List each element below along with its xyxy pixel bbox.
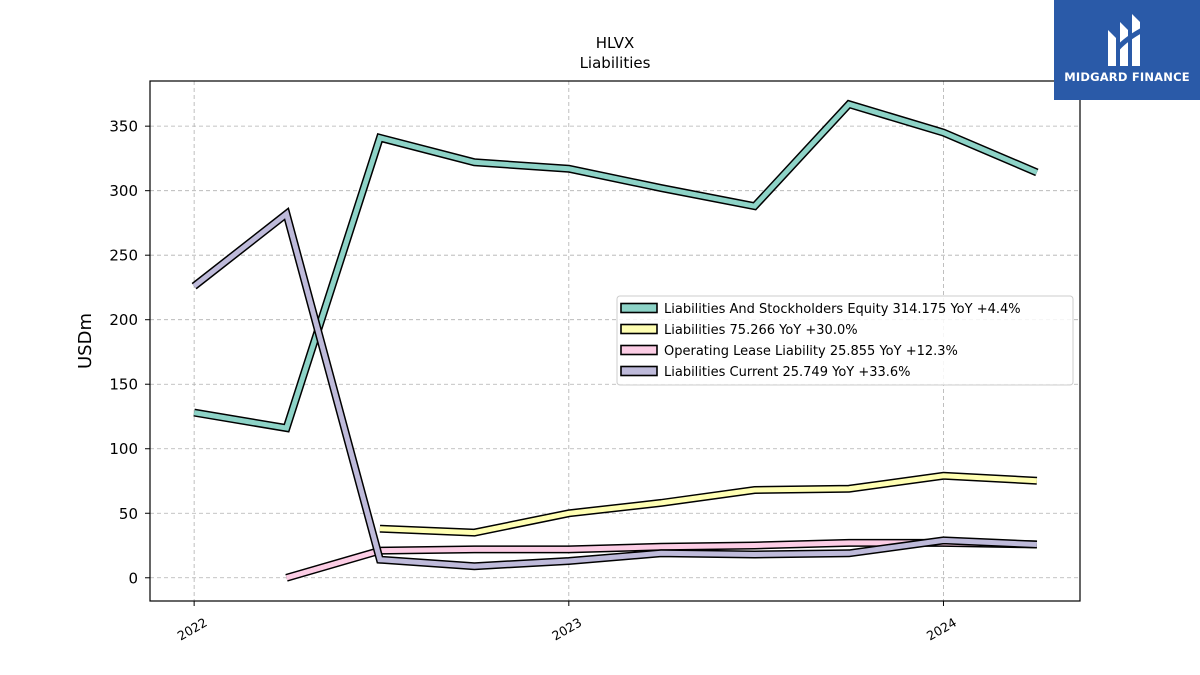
plot-frame <box>149 80 1081 602</box>
x-axis-ticks: 2022 2023 2024 <box>175 601 959 644</box>
series-line-3 <box>191 207 1038 571</box>
legend-swatch <box>620 302 658 314</box>
legend-box <box>616 295 1074 386</box>
y-tick-label: 0 <box>128 569 138 587</box>
y-tick-label: 300 <box>109 182 138 200</box>
logo-text: MIDGARD FINANCE <box>1064 70 1190 84</box>
chart-title: HLVX <box>596 34 635 52</box>
x-tick-label: 2022 <box>175 615 210 644</box>
y-tick-label: 200 <box>109 311 138 329</box>
y-tick-label: 350 <box>109 118 138 136</box>
y-tick-label: 100 <box>109 440 138 458</box>
series-line-1 <box>379 471 1038 537</box>
series-line-0 <box>193 99 1039 433</box>
legend-swatch <box>620 365 658 377</box>
chart-subtitle: Liabilities <box>580 54 651 72</box>
y-tick-label: 250 <box>109 247 138 265</box>
y-tick-label: 50 <box>119 505 138 523</box>
legend: Liabilities And Stockholders Equity 314.… <box>616 295 1074 386</box>
midgard-logo-icon <box>1108 14 1148 66</box>
legend-swatch <box>620 344 658 356</box>
y-axis-label: USDm <box>75 313 96 369</box>
legend-label: Liabilities Current 25.749 YoY +33.6% <box>664 365 911 380</box>
legend-label: Liabilities And Stockholders Equity 314.… <box>664 302 1021 317</box>
y-tick-label: 150 <box>109 376 138 394</box>
y-axis-ticks: 0 50 100 150 200 250 300 350 <box>109 118 150 587</box>
x-tick-label: 2023 <box>549 615 584 644</box>
brand-logo: MIDGARD FINANCE <box>1054 0 1200 100</box>
x-tick-label: 2024 <box>924 615 959 644</box>
legend-label: Liabilities 75.266 YoY +30.0% <box>664 323 858 338</box>
series-layer <box>191 99 1039 582</box>
legend-swatch <box>620 323 658 335</box>
legend-label: Operating Lease Liability 25.855 YoY +12… <box>664 344 958 359</box>
